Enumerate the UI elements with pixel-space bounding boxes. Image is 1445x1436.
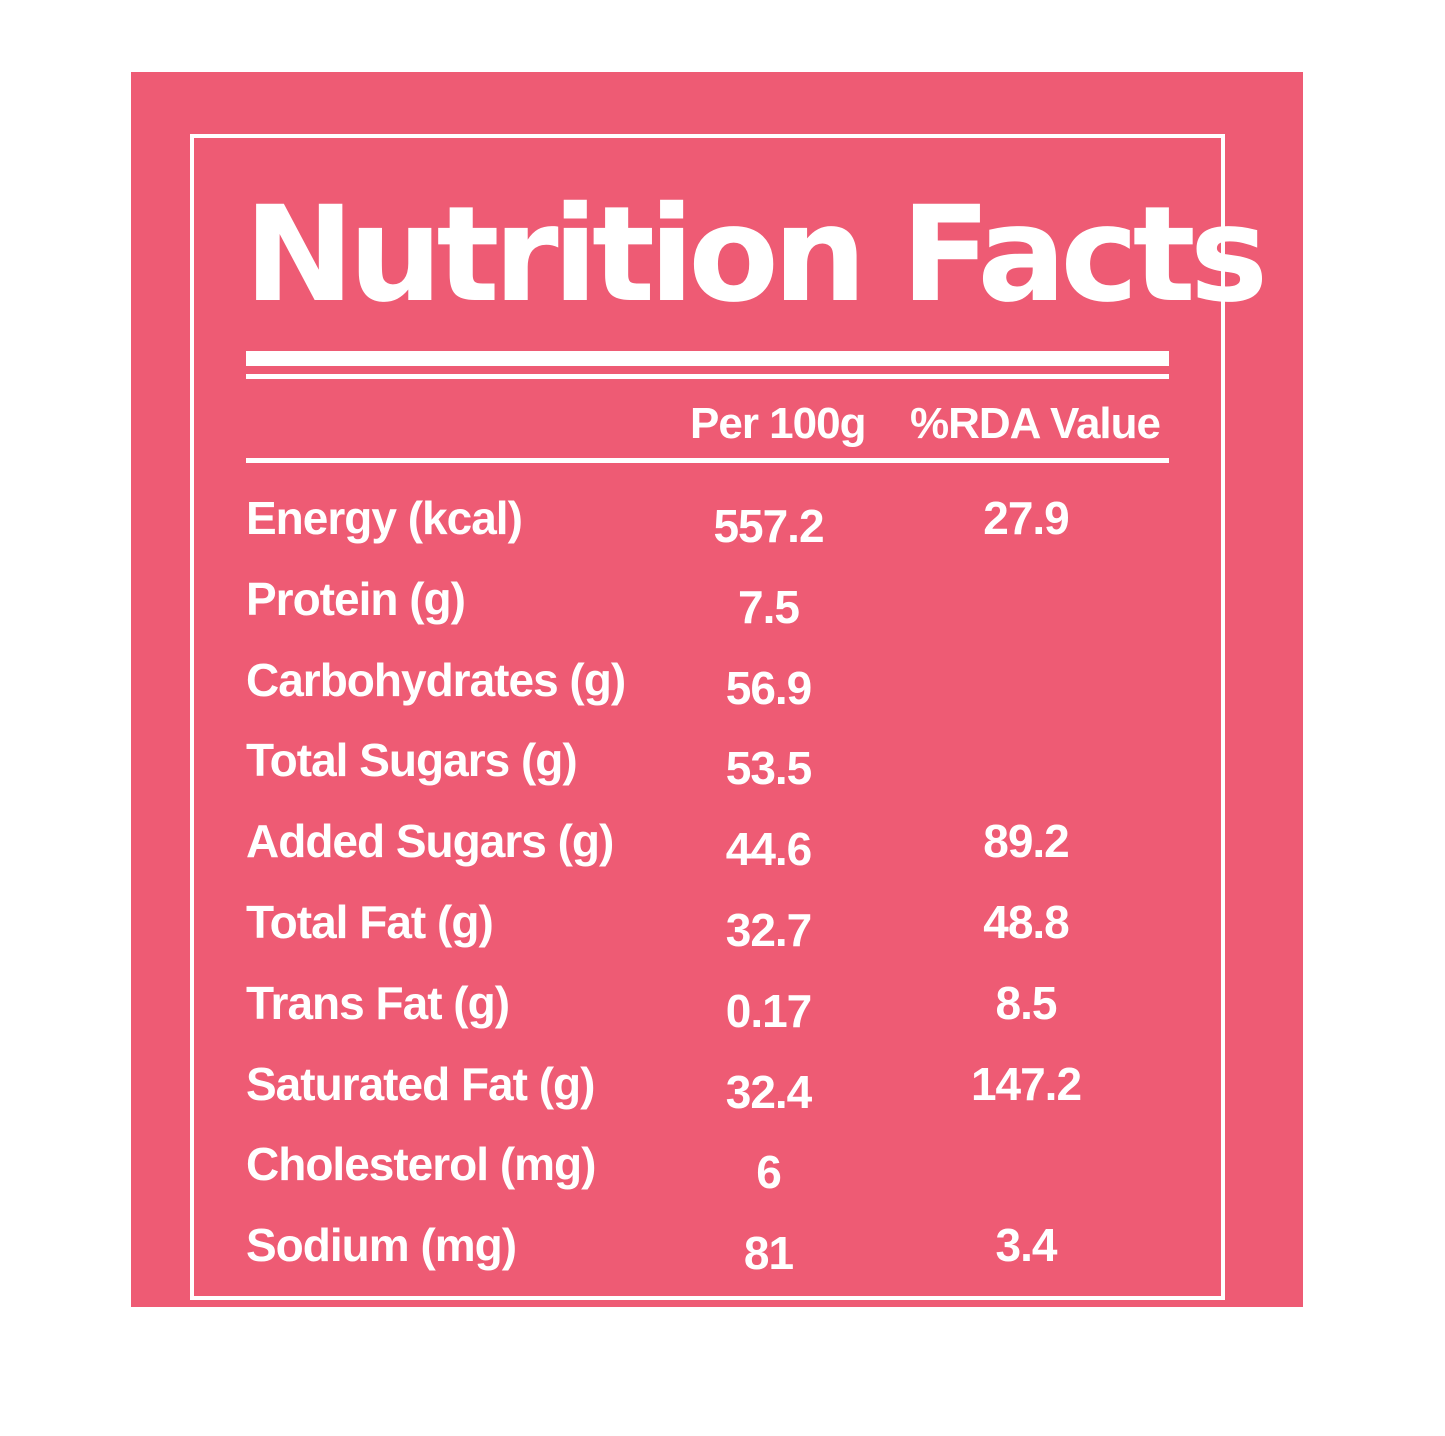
- nutrition-table: Energy (kcal) 557.2 27.9 Protein (g) 7.5…: [246, 486, 1169, 1294]
- per-100g-value: 0.17: [725, 984, 813, 1037]
- nutrient-label: Carbohydrates (g): [246, 653, 626, 706]
- nutrient-label: Cholesterol (mg): [246, 1138, 596, 1191]
- rda-value: 147.2: [970, 1057, 1082, 1110]
- per-100g-value: 32.7: [725, 903, 813, 956]
- nutrient-label: Added Sugars (g): [246, 815, 614, 868]
- table-row: Cholesterol (mg) 6: [246, 1132, 1169, 1213]
- table-row: Total Sugars (g) 53.5: [246, 728, 1169, 809]
- per-100g-value: 56.9: [725, 661, 813, 714]
- nutrient-label: Total Fat (g): [246, 895, 494, 948]
- per-100g-value: 53.5: [725, 742, 813, 795]
- nutrient-label: Trans Fat (g): [246, 976, 510, 1029]
- header-divider: [246, 458, 1169, 463]
- inner-frame: [190, 134, 1225, 1300]
- page-title: Nutrition Facts: [244, 178, 1268, 332]
- column-header-per-100g: Per 100g: [690, 399, 866, 448]
- per-100g-value: 7.5: [738, 580, 800, 633]
- table-row: Trans Fat (g) 0.17 8.5: [246, 971, 1169, 1052]
- nutrient-label: Saturated Fat (g): [246, 1057, 595, 1110]
- table-row: Sodium (mg) 81 3.4: [246, 1213, 1169, 1294]
- table-row: Carbohydrates (g) 56.9: [246, 648, 1169, 729]
- per-100g-value: 557.2: [713, 500, 824, 552]
- rda-value: 8.5: [995, 976, 1058, 1029]
- table-row: Added Sugars (g) 44.6 89.2: [246, 809, 1169, 890]
- nutrient-label: Energy (kcal): [246, 492, 523, 544]
- per-100g-value: 6: [756, 1146, 782, 1199]
- rda-value: 48.8: [983, 895, 1070, 948]
- column-header-rda: %RDA Value: [910, 399, 1161, 448]
- per-100g-value: 81: [743, 1227, 794, 1280]
- per-100g-value: 44.6: [725, 823, 813, 876]
- divider-thick: [246, 351, 1169, 366]
- nutrient-label: Total Sugars (g): [246, 734, 578, 787]
- divider-thin: [246, 374, 1169, 379]
- table-row: Protein (g) 7.5: [246, 567, 1169, 648]
- rda-value: 27.9: [983, 492, 1070, 544]
- per-100g-value: 32.4: [725, 1065, 813, 1118]
- nutrition-panel: [131, 72, 1303, 1307]
- table-row: Total Fat (g) 32.7 48.8: [246, 890, 1169, 971]
- rda-value: 3.4: [995, 1219, 1058, 1272]
- table-row: Energy (kcal) 557.2 27.9: [246, 486, 1169, 567]
- nutrient-label: Sodium (mg): [246, 1219, 517, 1272]
- nutrient-label: Protein (g): [246, 572, 466, 625]
- table-row: Saturated Fat (g) 32.4 147.2: [246, 1052, 1169, 1133]
- rda-value: 89.2: [983, 815, 1070, 868]
